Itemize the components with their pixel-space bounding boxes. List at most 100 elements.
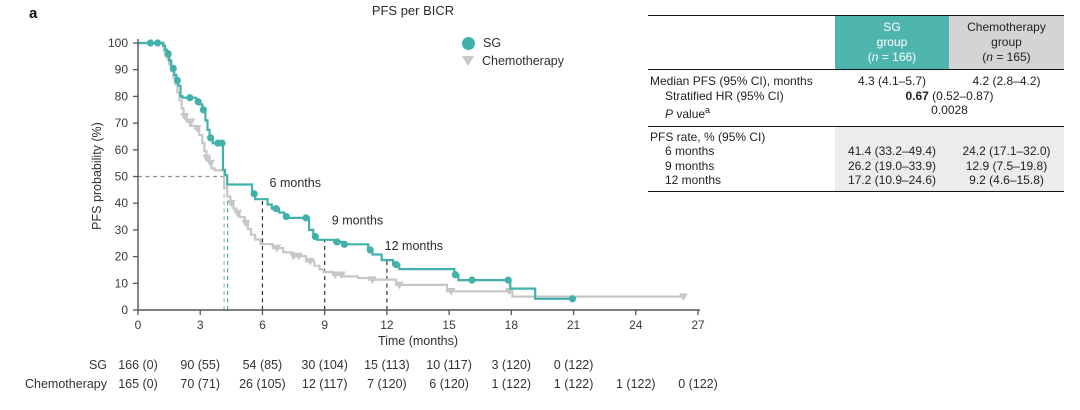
- x-tick-label: 6: [259, 318, 266, 332]
- censor-triangle-marker: [367, 276, 377, 284]
- median-pfs-sg-value: 4.3 (4.1–5.7): [857, 74, 927, 88]
- pfs-rate-label: PFS rate, % (95% CI): [650, 129, 766, 144]
- censor-triangle-marker: [330, 271, 340, 280]
- censor-triangle-marker: [241, 219, 251, 228]
- p-value: 0.0028: [931, 103, 968, 117]
- x-axis-label: Time (months): [377, 334, 459, 348]
- pfs-rate-9mo-sg: 26.2 (19.0–33.9): [847, 158, 937, 173]
- x-tick-label: 3: [197, 318, 204, 332]
- legend-item-sg: SG: [462, 34, 564, 52]
- pfs-rate-6mo-chemo: 24.2 (17.1–32.0): [962, 144, 1051, 158]
- censor-circle-marker: [250, 190, 258, 198]
- header-empty-cell: [648, 16, 835, 69]
- censor-triangle-marker: [446, 288, 456, 296]
- censor-circle-marker: [169, 64, 177, 72]
- censor-circle-marker: [504, 276, 512, 284]
- risk-value: 70 (71): [180, 377, 220, 391]
- risk-value: 166 (0): [118, 358, 158, 372]
- median-pfs-label: Median PFS (95% CI), months: [650, 74, 813, 88]
- censor-circle-marker: [366, 246, 374, 254]
- km-curve-chemotherapy: [138, 41, 684, 298]
- x-tick-label: 24: [629, 318, 643, 332]
- stratified-hr-row: Stratified HR (95% CI) 0.67 (0.52–0.87): [648, 89, 1064, 104]
- risk-value: 3 (120): [491, 358, 532, 372]
- censor-triangle-marker: [206, 159, 215, 168]
- pfs-rate-12mo-label: 12 months: [665, 173, 722, 187]
- km-plot: 0 3 6 9 12 15 18 21 24 27 0 10 20 30 40 50 60 70 80 90 100 6 …: [108, 36, 705, 332]
- x-tick-label: 0: [135, 318, 142, 332]
- x-tick-label: 27: [691, 318, 705, 332]
- censor-circle-marker: [218, 139, 226, 147]
- censor-circle-marker: [186, 94, 194, 102]
- header-sg-group: SG group (n = 166): [835, 16, 949, 69]
- risk-value: 165 (0): [118, 377, 158, 391]
- censor-circle-marker: [392, 261, 400, 269]
- censor-circle-marker: [282, 212, 290, 221]
- stats-table-header-row: SG group (n = 166) Chemotherapy group (n…: [648, 16, 1064, 70]
- censor-triangle-marker: [272, 244, 282, 253]
- risk-value: 15 (113): [364, 358, 410, 372]
- censor-triangle-marker: [394, 281, 404, 290]
- risk-row-sg: SG 166 (0) 90 (55) 54 (85) 30 (104) 15 (113) 1…: [0, 358, 720, 374]
- x-tick-label: 9: [321, 318, 328, 332]
- censor-triangle-marker: [192, 125, 202, 133]
- y-tick-label: 70: [115, 116, 129, 130]
- pfs-rate-header-row: PFS rate, % (95% CI): [648, 130, 1064, 145]
- median-pfs-row: Median PFS (95% CI), months 4.3 (4.1–5.7…: [648, 74, 1064, 89]
- x-tick-label: 18: [505, 318, 519, 332]
- censor-circle-marker: [173, 76, 182, 84]
- pfs-rate-section: PFS rate, % (95% CI) 6 months 41.4 (33.2…: [648, 126, 1064, 191]
- censor-circle-marker: [164, 50, 172, 58]
- panel-letter: a: [29, 5, 38, 22]
- x-tick-label: 15: [442, 318, 456, 332]
- y-tick-label: 0: [121, 303, 128, 317]
- risk-value: 0 (122): [678, 377, 718, 391]
- stratified-hr-label: Stratified HR (95% CI): [665, 88, 784, 103]
- risk-value: 12 (117): [301, 377, 348, 391]
- y-tick-label: 40: [115, 196, 129, 210]
- censor-triangle-marker: [233, 209, 242, 218]
- censor-circle-marker: [206, 134, 215, 142]
- censor-circle-marker: [333, 238, 341, 246]
- stats-table: SG group (n = 166) Chemotherapy group (n…: [648, 15, 1064, 192]
- censor-circle-marker: [468, 276, 476, 284]
- plot-title: PFS per BICR: [371, 3, 455, 18]
- risk-value: 1 (122): [553, 377, 594, 391]
- y-tick-label: 100: [108, 36, 128, 50]
- pfs-rate-9mo-row: 9 months 26.2 (19.0–33.9) 12.9 (7.5–19.8…: [648, 159, 1064, 174]
- n-italic: n: [986, 50, 993, 64]
- pfs-rate-6mo-row: 6 months 41.4 (33.2–49.4) 24.2 (17.1–32.…: [648, 144, 1064, 159]
- y-tick-label: 10: [115, 276, 129, 290]
- censor-triangle-marker: [294, 252, 304, 261]
- censor-circle-marker: [154, 39, 162, 47]
- header-chemotherapy-group: Chemotherapy group (n = 165): [949, 16, 1064, 69]
- censor-triangle-marker: [226, 199, 236, 208]
- time-annotation: 9 months: [332, 214, 383, 228]
- pfs-rate-12mo-row: 12 months 17.2 (10.9–24.6) 9.2 (4.6–15.8…: [648, 173, 1064, 188]
- legend-item-chemotherapy: Chemotherapy: [462, 52, 564, 70]
- censor-circle-marker: [311, 232, 319, 241]
- pfs-rate-6mo-label: 6 months: [665, 144, 715, 158]
- footnote-marker: a: [705, 105, 711, 115]
- y-tick-label: 20: [115, 250, 129, 264]
- p-value-row: P valuea 0.0028: [648, 103, 1064, 122]
- y-axis-label: PFS probability (%): [90, 122, 104, 230]
- risk-value: 0 (122): [553, 358, 594, 372]
- censor-circle-marker: [146, 39, 155, 47]
- pfs-rate-12mo-chemo: 9.2 (4.6–15.8): [969, 173, 1044, 187]
- km-curve-sg: [138, 41, 573, 300]
- censor-triangle-marker: [336, 271, 346, 280]
- censor-circle-marker: [340, 240, 348, 248]
- censor-triangle-marker: [679, 293, 688, 301]
- risk-value: 26 (105): [239, 377, 286, 391]
- censor-triangle-marker: [305, 257, 315, 266]
- legend: SG Chemotherapy: [462, 34, 564, 70]
- risk-row-chemotherapy: Chemotherapy 165 (0) 70 (71) 26 (105) 12 (11…: [0, 377, 720, 393]
- censor-circle-marker: [194, 98, 202, 106]
- risk-value: 1 (122): [615, 377, 656, 391]
- censor-triangle-marker: [186, 118, 196, 127]
- censor-circle-marker: [302, 214, 310, 222]
- risk-row-label: Chemotherapy: [25, 377, 107, 391]
- risk-value: 1 (122): [491, 377, 532, 391]
